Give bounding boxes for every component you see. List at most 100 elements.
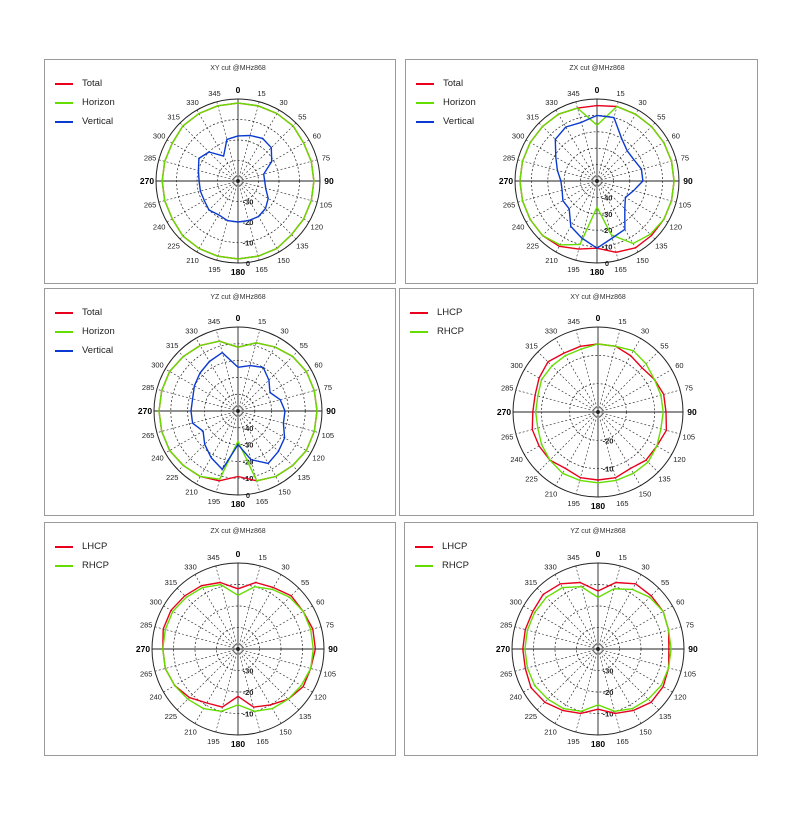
- legend-label: Total: [82, 307, 103, 318]
- angle-tick-label: 195: [208, 265, 221, 274]
- legend-item: RHCP: [415, 556, 469, 575]
- angle-tick-label: 135: [299, 712, 312, 721]
- angle-tick-label: 120: [674, 693, 687, 702]
- angle-tick-label: 240: [149, 693, 162, 702]
- legend-label: Vertical: [82, 116, 114, 127]
- legend-swatch: [415, 545, 433, 548]
- angle-tick-label: 105: [324, 670, 337, 679]
- grid-spoke: [575, 329, 599, 413]
- angle-tick-label: 330: [545, 327, 558, 336]
- legend-swatch: [55, 564, 73, 567]
- grid-spoke: [215, 648, 239, 733]
- angle-tick-label: 345: [207, 553, 220, 562]
- legend-swatch: [55, 101, 73, 104]
- grid-spoke: [178, 351, 239, 412]
- grid-spoke: [237, 101, 260, 182]
- angle-tick-label: 225: [166, 473, 179, 482]
- grid-spoke: [237, 338, 281, 412]
- angle-tick-label: 0: [596, 313, 601, 323]
- grid-spoke: [158, 180, 239, 203]
- series-line-horizon: [161, 102, 315, 260]
- angle-tick-label: 210: [544, 727, 557, 736]
- angle-tick-label: 0: [595, 85, 600, 95]
- angle-tick-label: 30: [280, 326, 288, 335]
- chart-title: ZX cut @MHz868: [569, 65, 624, 72]
- angle-tick-label: 0: [596, 549, 601, 559]
- angle-tick-label: 300: [509, 598, 522, 607]
- angle-tick-label: 105: [320, 201, 333, 210]
- angle-tick-label: 75: [681, 153, 689, 162]
- legend-label: LHCP: [442, 541, 468, 552]
- grid-spoke: [555, 109, 598, 182]
- angle-tick-label: 300: [510, 361, 523, 370]
- angle-tick-label: 315: [167, 113, 180, 122]
- angle-tick-label: 165: [616, 499, 629, 508]
- series-line-vertical: [190, 351, 286, 471]
- angle-tick-label: 330: [184, 563, 197, 572]
- angle-tick-label: 270: [140, 176, 154, 186]
- radial-tick-label: -40: [602, 193, 613, 202]
- legend-label: Total: [443, 78, 464, 89]
- series-line-lhcp: [522, 581, 670, 715]
- angle-tick-label: 180: [231, 739, 245, 749]
- angle-tick-label: 265: [142, 431, 155, 440]
- angle-tick-label: 150: [636, 256, 649, 265]
- angle-tick-label: 60: [675, 361, 683, 370]
- angle-tick-label: 225: [525, 712, 538, 721]
- angle-tick-label: 180: [231, 267, 245, 277]
- legend-item: RHCP: [410, 322, 464, 341]
- angle-tick-label: 105: [684, 670, 697, 679]
- angle-tick-label: 195: [208, 497, 221, 506]
- radial-tick-label: -30: [243, 667, 254, 676]
- grid-spoke: [196, 180, 239, 253]
- grid-spoke: [538, 180, 598, 240]
- legend-item: Total: [416, 74, 476, 93]
- chart-panel-yz-cp: YZ cut @MHz868 0 15 30 55 60 75 90 105 120 135 150 1…: [404, 522, 758, 756]
- grid-spoke: [596, 122, 656, 182]
- series-line-rhcp: [162, 583, 314, 713]
- angle-tick-label: 180: [231, 499, 245, 509]
- angle-tick-label: 75: [326, 620, 334, 629]
- legend-item: Total: [55, 74, 115, 93]
- angle-tick-label: 285: [142, 383, 155, 392]
- angle-tick-label: 15: [258, 317, 266, 326]
- chart-title: XY cut @MHz868: [210, 65, 266, 72]
- angle-tick-label: 135: [655, 241, 668, 250]
- angle-tick-label: 30: [638, 98, 646, 107]
- grid-spoke: [237, 109, 280, 182]
- grid-spoke: [575, 565, 599, 650]
- angle-tick-label: 120: [673, 455, 686, 464]
- angle-tick-label: 165: [616, 737, 629, 746]
- angle-tick-label: 285: [501, 384, 514, 393]
- angle-tick-label: 30: [641, 327, 649, 336]
- grid-spoke: [196, 109, 239, 182]
- angle-tick-label: 90: [688, 644, 698, 654]
- angle-tick-label: 55: [298, 113, 306, 122]
- radial-tick-label: 0: [246, 491, 250, 500]
- angle-tick-label: 315: [165, 578, 178, 587]
- angle-tick-label: 210: [545, 489, 558, 498]
- grid-spoke: [597, 369, 672, 413]
- angle-tick-label: 330: [185, 326, 198, 335]
- angle-tick-label: 90: [687, 407, 697, 417]
- radial-tick-label: 0: [605, 259, 609, 268]
- angle-tick-label: 195: [567, 265, 580, 274]
- angle-tick-label: 60: [672, 132, 680, 141]
- grid-spoke: [237, 368, 311, 412]
- angle-tick-label: 60: [676, 598, 684, 607]
- radial-tick-label: -10: [603, 465, 614, 474]
- angle-tick-label: 315: [166, 341, 179, 350]
- angle-tick-label: 105: [679, 201, 692, 210]
- legend-label: LHCP: [82, 541, 108, 552]
- angle-tick-label: 150: [639, 489, 652, 498]
- legend-item: LHCP: [410, 303, 464, 322]
- grid-spoke: [237, 180, 318, 203]
- legend-swatch: [55, 120, 73, 123]
- grid-spoke: [237, 626, 322, 650]
- radial-tick-label: -20: [243, 688, 254, 697]
- angle-tick-label: 240: [153, 223, 166, 232]
- grid-spoke: [525, 139, 598, 182]
- legend-label: LHCP: [437, 307, 463, 318]
